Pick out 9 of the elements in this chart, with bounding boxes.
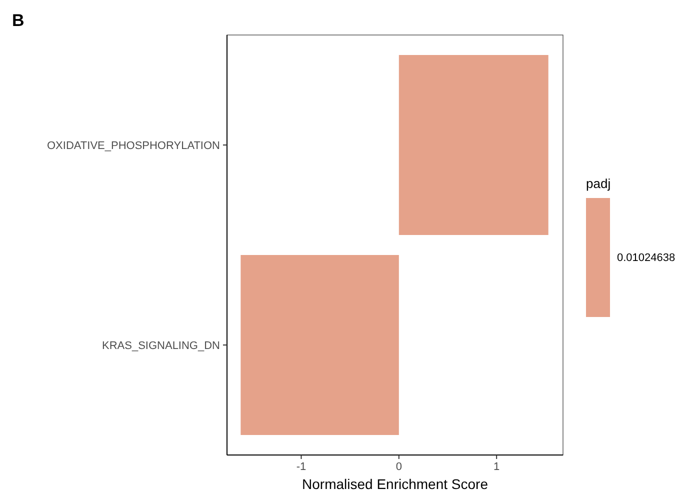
text: 0.01024638 <box>617 252 676 264</box>
x-tick-label: 1 <box>494 461 500 473</box>
x-axis-title: Normalised Enrichment Score <box>302 476 488 492</box>
text: B <box>12 11 24 30</box>
y-tick-label: OXIDATIVE_PHOSPHORYLATION <box>47 140 220 152</box>
y-tick-label: KRAS_SIGNALING_DN <box>102 340 220 352</box>
x-tick-label: 0 <box>396 461 402 473</box>
legend-title: padj <box>586 176 611 191</box>
x-tick-label: -1 <box>296 461 306 473</box>
